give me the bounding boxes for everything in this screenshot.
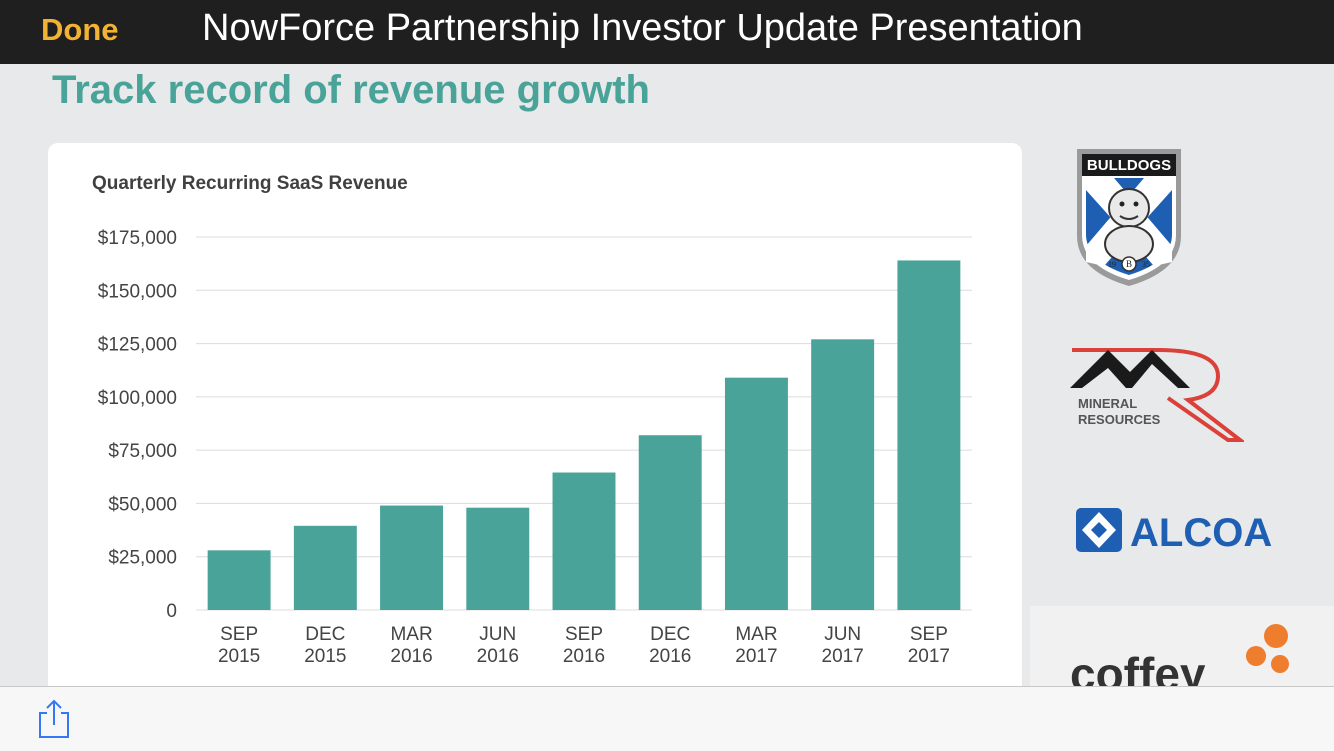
chart-title: Quarterly Recurring SaaS Revenue [92, 173, 408, 194]
bar [552, 472, 616, 610]
slide-title: Track record of revenue growth [52, 68, 650, 112]
mineral-logo-line2: RESOURCES [1078, 412, 1161, 427]
y-tick-label: 0 [166, 601, 177, 622]
y-tick-label: $175,000 [98, 228, 177, 249]
alcoa-logo: ALCOA [1076, 508, 1272, 555]
x-tick-label: 2016 [563, 646, 605, 667]
bar [724, 377, 788, 610]
bulldogs-year-left: 19 [1108, 260, 1116, 269]
y-tick-label: $50,000 [108, 494, 177, 515]
bar [207, 550, 271, 610]
coffey-logo-text: coffey [1070, 648, 1206, 686]
bottom-toolbar [0, 686, 1334, 751]
x-tick-label: 2016 [390, 646, 432, 667]
y-tick-label: $150,000 [98, 281, 177, 302]
x-tick-label: JUN [479, 624, 516, 645]
bulldogs-logo-text: BULLDOGS [1087, 157, 1171, 174]
x-tick-label: SEP [910, 624, 948, 645]
mineral-logo-line1: MINERAL [1078, 396, 1137, 411]
y-tick-label: $125,000 [98, 335, 177, 356]
document-title: NowForce Partnership Investor Update Pre… [202, 7, 1083, 49]
x-tick-label: 2015 [304, 646, 346, 667]
x-tick-label: 2017 [822, 646, 864, 667]
mineral-resources-logo: MINERAL RESOURCES [1070, 348, 1244, 442]
x-tick-label: DEC [650, 624, 690, 645]
bar-chart: 0 $25,000 $50,000 $75,000 $100,000 $125,000 $1… [98, 228, 972, 667]
x-tick-label: MAR [735, 624, 777, 645]
bar [811, 339, 875, 610]
bar [380, 505, 444, 610]
x-tick-label: SEP [220, 624, 258, 645]
bar [897, 260, 961, 610]
bar [466, 507, 530, 610]
chart-card: Quarterly Recurring SaaS Revenue 0 $25,00… [48, 143, 1022, 686]
x-tick-label: 2015 [218, 646, 260, 667]
y-tick-label: $25,000 [108, 548, 177, 569]
x-tick-label: SEP [565, 624, 603, 645]
share-icon[interactable] [36, 699, 72, 739]
x-tick-label: DEC [305, 624, 345, 645]
slide: Track record of revenue growth Quarterly… [0, 64, 1334, 686]
bulldogs-year-right: 35 [1142, 260, 1150, 269]
y-tick-label: $100,000 [98, 388, 177, 409]
x-tick-label: 2016 [477, 646, 519, 667]
coffey-logo-panel [1030, 606, 1334, 686]
x-tick-label: 2016 [649, 646, 691, 667]
x-tick-label: MAR [390, 624, 432, 645]
y-tick-label: $75,000 [108, 441, 177, 462]
x-tick-label: 2017 [735, 646, 777, 667]
bar [293, 525, 357, 610]
bulldogs-logo: BULLDOGS 19 35 B [1077, 149, 1181, 286]
x-tick-label: 2017 [908, 646, 950, 667]
bar [638, 435, 702, 610]
bulldogs-initial: B [1126, 259, 1132, 269]
navigation-bar: Done NowForce Partnership Investor Updat… [0, 0, 1334, 64]
x-tick-label: JUN [824, 624, 861, 645]
done-button[interactable]: Done [41, 12, 119, 47]
alcoa-logo-text: ALCOA [1130, 511, 1272, 555]
coffey-logo: coffey [1070, 624, 1289, 686]
